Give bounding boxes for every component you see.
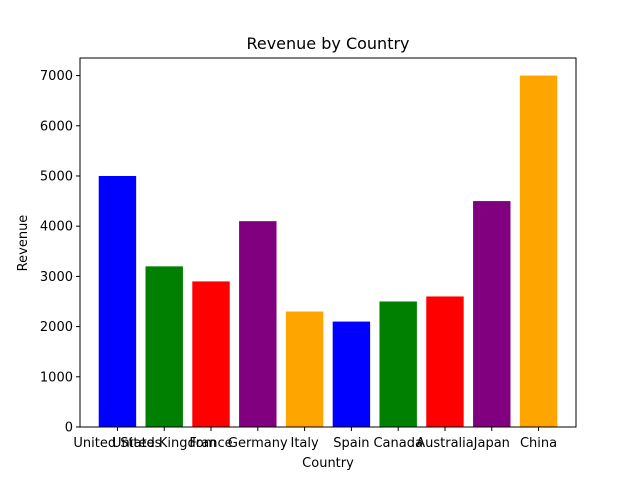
bar	[285, 311, 324, 427]
x-tick-label: Australia	[416, 436, 474, 451]
y-tick-label: 3000	[40, 270, 73, 285]
x-tick-label: Italy	[291, 436, 320, 451]
x-tick-label: France	[189, 436, 232, 451]
bar	[98, 175, 137, 427]
x-tick-label: United Kingdom	[112, 436, 216, 451]
chart-title: Revenue by Country	[246, 34, 409, 53]
x-tick-label: Spain	[333, 436, 369, 451]
x-tick-label: Canada	[373, 436, 422, 451]
x-tick-label: China	[520, 436, 557, 451]
y-axis-label: Revenue	[16, 215, 31, 272]
bar	[145, 266, 183, 427]
y-tick-label: 4000	[40, 220, 73, 235]
bar	[473, 201, 511, 427]
axes-frame	[79, 57, 577, 428]
bar	[239, 221, 277, 427]
bar	[519, 75, 558, 427]
y-tick-label: 1000	[40, 370, 73, 385]
plot-area: 0 1000 2000 3000 4000 5000 6000 7000 United Stat…	[40, 57, 577, 451]
x-axis-label: Country	[302, 456, 354, 471]
x-tick-label: Japan	[473, 436, 510, 451]
x-tick-label: Germany	[228, 436, 288, 451]
y-tick-label: 7000	[40, 69, 73, 84]
bar	[426, 296, 464, 427]
y-tick-label: 0	[65, 421, 73, 436]
y-tick-label: 5000	[40, 169, 73, 184]
y-tick-label: 2000	[40, 320, 73, 335]
bar	[192, 281, 230, 427]
y-tick-label: 6000	[40, 119, 73, 134]
bar	[379, 301, 417, 427]
x-tick-label: United States	[73, 436, 161, 451]
bar	[332, 321, 371, 427]
